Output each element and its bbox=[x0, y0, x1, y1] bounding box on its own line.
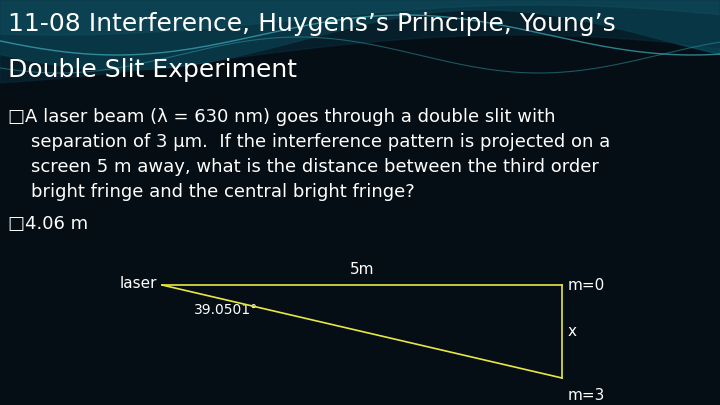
Text: □A laser beam (λ = 630 nm) goes through a double slit with: □A laser beam (λ = 630 nm) goes through … bbox=[8, 108, 556, 126]
Text: screen 5 m away, what is the distance between the third order: screen 5 m away, what is the distance be… bbox=[8, 158, 599, 176]
Text: Double Slit Experiment: Double Slit Experiment bbox=[8, 58, 297, 82]
Text: m=0: m=0 bbox=[568, 277, 606, 292]
Text: 5m: 5m bbox=[350, 262, 374, 277]
Text: separation of 3 μm.  If the interference pattern is projected on a: separation of 3 μm. If the interference … bbox=[8, 133, 611, 151]
Text: laser: laser bbox=[120, 275, 157, 290]
Text: x: x bbox=[568, 324, 577, 339]
Text: m=3: m=3 bbox=[568, 388, 606, 403]
Text: 11-08 Interference, Huygens’s Principle, Young’s: 11-08 Interference, Huygens’s Principle,… bbox=[8, 12, 616, 36]
Text: bright fringe and the central bright fringe?: bright fringe and the central bright fri… bbox=[8, 183, 415, 201]
Text: □4.06 m: □4.06 m bbox=[8, 215, 88, 233]
Text: 39.0501°: 39.0501° bbox=[194, 303, 258, 317]
